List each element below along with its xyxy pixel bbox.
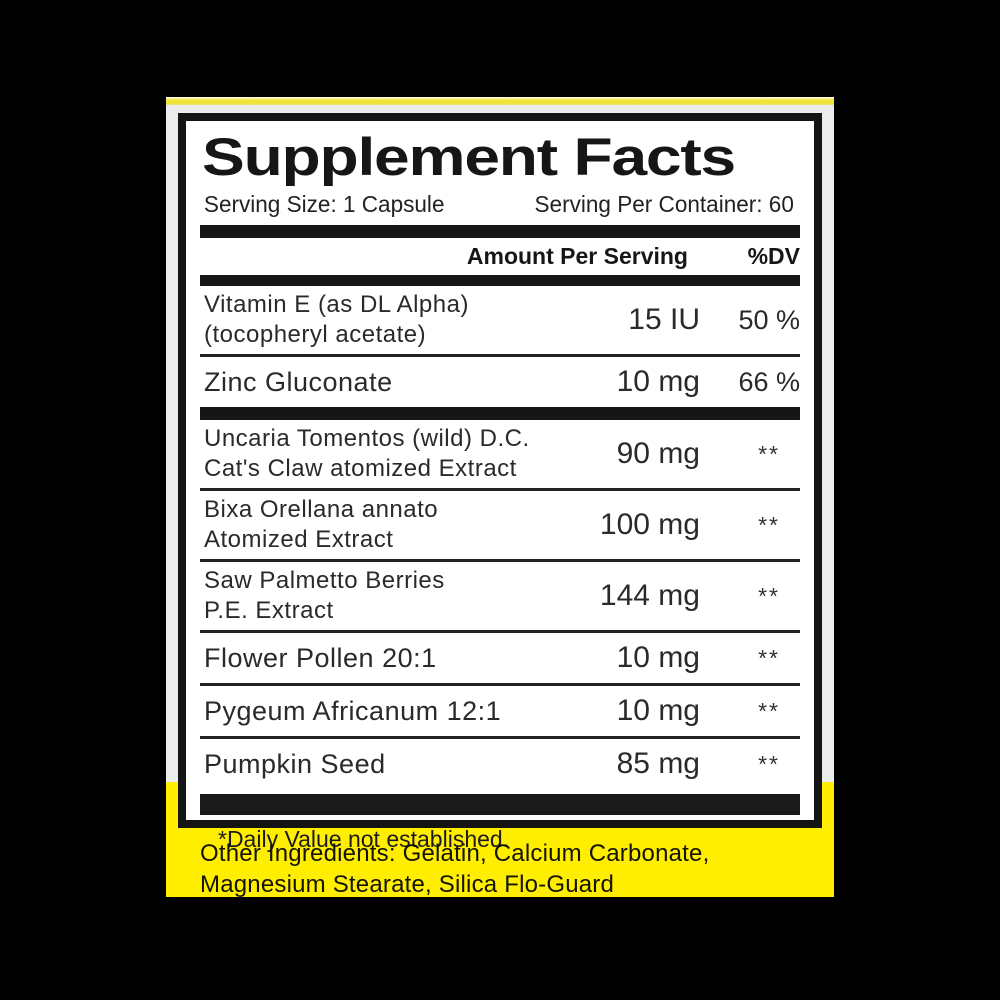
ingredient-amount: 15 IU	[628, 303, 700, 336]
row-separator	[200, 488, 800, 491]
name-line-1: Uncaria Tomentos (wild) D.C.	[204, 425, 530, 452]
ingredient-name: Vitamin E (as DL Alpha) (tocopheryl acet…	[200, 290, 552, 350]
top-yellow-strip	[166, 97, 834, 105]
other-ingredients-text: Other Ingredients: Gelatin, Calcium Carb…	[200, 838, 709, 900]
ingredient-amount: 100 mg	[599, 508, 700, 541]
ingredient-amount: 85 mg	[616, 747, 700, 780]
row-separator	[200, 630, 800, 633]
name-line-2: Cat's Claw atomized Extract	[204, 455, 517, 482]
ingredient-row-saw-palmetto: Saw Palmetto Berries P.E. Extract 144 mg…	[200, 562, 800, 630]
ingredient-amount: 10 mg	[616, 694, 700, 727]
ingredient-row-pygeum: Pygeum Africanum 12:1 10 mg **	[200, 686, 800, 736]
ingredient-dv: **	[758, 511, 780, 538]
servings-per-container-text: Serving Per Container: 60	[534, 191, 794, 217]
divider-bar-bottom	[200, 794, 800, 815]
ingredient-dv: **	[758, 697, 780, 724]
ingredient-dv: **	[758, 750, 780, 777]
name-line-2: Atomized Extract	[204, 526, 394, 553]
ingredient-amount: 10 mg	[616, 365, 700, 398]
name-line-1: Vitamin E (as DL Alpha)	[204, 291, 469, 318]
label-content-area: Supplement Facts Serving Size: 1 Capsule…	[166, 97, 834, 900]
row-separator	[200, 559, 800, 562]
ingredient-dv: 66 %	[738, 366, 800, 397]
column-header-row: Amount Per Serving %DV	[200, 238, 800, 275]
supplement-facts-title: Supplement Facts	[202, 128, 736, 187]
ingredient-name: Saw Palmetto Berries P.E. Extract	[200, 566, 552, 626]
name-line-1: Bixa Orellana annato	[204, 496, 439, 523]
name-line-2: (tocopheryl acetate)	[204, 321, 427, 348]
divider-bar-mid	[200, 407, 800, 420]
percent-dv-header: %DV	[747, 243, 800, 269]
ingredient-amount: 10 mg	[616, 641, 700, 674]
ingredient-dv: **	[758, 582, 780, 609]
row-separator	[200, 736, 800, 739]
ingredient-row-bixa: Bixa Orellana annato Atomized Extract 10…	[200, 491, 800, 559]
divider-bar-under-header	[200, 275, 800, 286]
ingredient-row-pumpkin-seed: Pumpkin Seed 85 mg **	[200, 739, 800, 789]
ingredient-name: Flower Pollen 20:1	[204, 643, 437, 673]
supplement-facts-box: Supplement Facts Serving Size: 1 Capsule…	[178, 113, 822, 852]
row-separator	[200, 683, 800, 686]
divider-bar-top	[200, 225, 800, 238]
ingredient-name: Pygeum Africanum 12:1	[204, 696, 502, 726]
serving-info-row: Serving Size: 1 Capsule Serving Per Cont…	[200, 187, 800, 225]
ingredient-dv: **	[758, 644, 780, 671]
ingredient-row-zinc: Zinc Gluconate 10 mg 66 %	[200, 357, 800, 407]
serving-size-text: Serving Size: 1 Capsule	[203, 191, 445, 217]
ingredient-dv: 50 %	[738, 304, 800, 335]
name-line-1: Saw Palmetto Berries	[204, 567, 445, 594]
name-line-2: P.E. Extract	[204, 597, 334, 624]
amount-per-serving-header: Amount Per Serving	[466, 243, 688, 269]
other-ingredients-line-1: Other Ingredients: Gelatin, Calcium Carb…	[200, 840, 710, 867]
ingredient-row-vitamin-e: Vitamin E (as DL Alpha) (tocopheryl acet…	[200, 286, 800, 354]
daily-value-footnote: *Daily Value not established.	[218, 826, 510, 852]
ingredient-amount: 144 mg	[599, 579, 700, 612]
ingredient-name: Uncaria Tomentos (wild) D.C. Cat's Claw …	[200, 424, 552, 484]
row-separator	[200, 354, 800, 357]
ingredient-name: Bixa Orellana annato Atomized Extract	[200, 495, 552, 555]
other-ingredients-line-2: Magnesium Stearate, Silica Flo-Guard	[200, 871, 615, 898]
ingredient-name: Zinc Gluconate	[204, 367, 393, 397]
ingredient-dv: **	[758, 440, 780, 467]
ingredient-name: Pumpkin Seed	[204, 749, 386, 779]
ingredient-row-uncaria: Uncaria Tomentos (wild) D.C. Cat's Claw …	[200, 420, 800, 488]
ingredient-row-flower-pollen: Flower Pollen 20:1 10 mg **	[200, 633, 800, 683]
ingredient-amount: 90 mg	[616, 437, 700, 470]
